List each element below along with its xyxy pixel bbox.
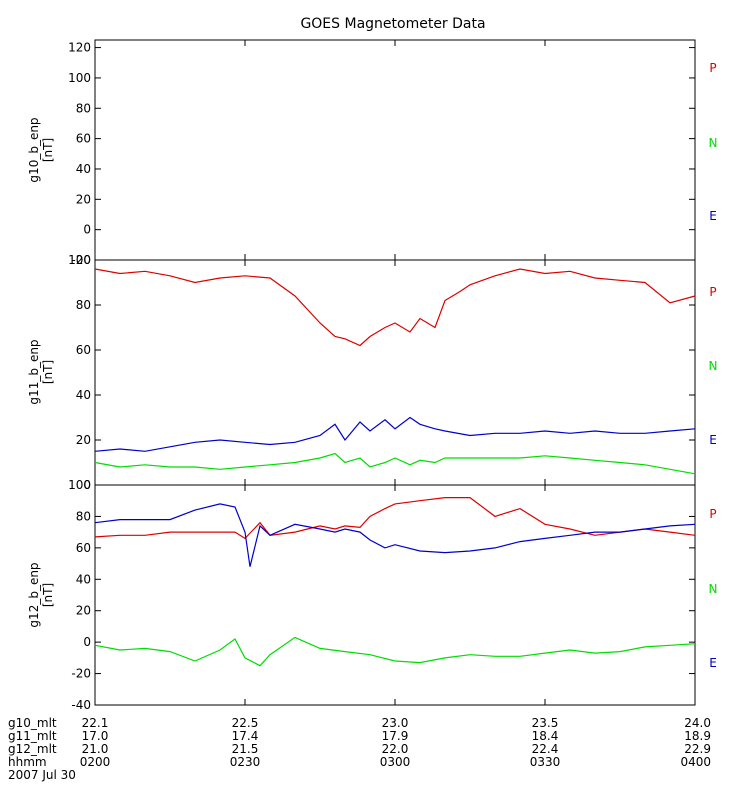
- panel-g10-frame: [94, 39, 696, 261]
- chart-title: GOES Magnetometer Data: [300, 16, 485, 32]
- panel-1-ytick-label-5: 100: [68, 253, 91, 267]
- panel-1-ytick-label-2: 40: [76, 388, 91, 402]
- xtick-g11_mlt-1: 17.4: [232, 729, 259, 743]
- xtick-hhmm-3: 0330: [530, 755, 561, 769]
- panel-0-ytick-label-5: 80: [76, 101, 91, 115]
- date-label: 2007 Jul 30: [8, 768, 76, 782]
- panel-2-ytick-label-2: 0: [83, 635, 91, 649]
- panel-1-legend-n: N: [709, 359, 718, 373]
- panel-g10-ylabel: g10_b_enp: [27, 117, 41, 182]
- panel-g12-ylabel: g12_b_enp: [27, 562, 41, 627]
- panel-2-legend-n: N: [709, 582, 718, 596]
- panel-2-ytick-label-7: 100: [68, 478, 91, 492]
- panel-2-series-p: [94, 497, 696, 540]
- panel-g11-frame: [94, 259, 696, 486]
- panel-1-legend-p: P: [709, 285, 716, 299]
- xtick-g10_mlt-2: 23.0: [382, 716, 409, 730]
- panel-g10: g10_b_enp [nT] -20 0 20 40 60 80 100 120 P N E: [27, 39, 718, 267]
- panel-1-series-e: [94, 416, 696, 452]
- x-axis-labels: g10_mlt g11_mlt g12_mlt hhmm 2007 Jul 30…: [8, 716, 711, 782]
- xtick-g11_mlt-0: 17.0: [82, 729, 109, 743]
- xtick-g11_mlt-3: 18.4: [532, 729, 559, 743]
- panel-2-legend-e: E: [709, 656, 717, 670]
- panel-g10-yunit: [nT]: [41, 138, 55, 162]
- xtick-g11_mlt-4: 18.9: [684, 729, 711, 743]
- panel-g10-legend: P N E: [709, 61, 718, 223]
- panel-g11-yticks: 0 20 40 60 80 100: [68, 253, 695, 492]
- panel-g11-yunit: [nT]: [41, 360, 55, 384]
- panel-1-ytick-label-1: 20: [76, 433, 91, 447]
- panel-2-ytick-label-0: -40: [71, 698, 91, 712]
- panel-0-legend-e: E: [709, 209, 717, 223]
- panel-0-ytick-label-6: 100: [68, 71, 91, 85]
- row-label-g10-mlt: g10_mlt: [8, 716, 57, 730]
- panel-g12: g12_b_enp [nT] -40 -20 0 20 40 60 80 100 P N E: [27, 478, 717, 712]
- xtick-g12_mlt-4: 22.9: [684, 742, 711, 756]
- row-label-g12-mlt: g12_mlt: [8, 742, 57, 756]
- panel-g11-series: [94, 268, 696, 475]
- panel-1-ytick-label-3: 60: [76, 343, 91, 357]
- panel-1-ytick-label-4: 80: [76, 298, 91, 312]
- xtick-hhmm-2: 0300: [380, 755, 411, 769]
- panel-g12-series: [94, 497, 696, 667]
- panel-0-ytick-label-3: 40: [76, 162, 91, 176]
- panel-2-ytick-label-4: 40: [76, 572, 91, 586]
- xtick-hhmm-1: 0230: [230, 755, 261, 769]
- xtick-g10_mlt-0: 22.1: [82, 716, 109, 730]
- panel-1-series-n: [94, 452, 696, 475]
- xtick-g10_mlt-3: 23.5: [532, 716, 559, 730]
- row-label-hhmm: hhmm: [8, 755, 47, 769]
- panel-g11: g11_b_enp [nT] 0 20 40 60 80 100 P N E: [27, 253, 717, 492]
- panel-g11-ylabel: g11_b_enp: [27, 339, 41, 404]
- xtick-g12_mlt-2: 22.0: [382, 742, 409, 756]
- xtick-g10_mlt-4: 24.0: [684, 716, 711, 730]
- panel-0-legend-p: P: [709, 61, 716, 75]
- panel-g12-legend: P N E: [709, 507, 718, 670]
- panel-0-ytick-label-1: 0: [83, 223, 91, 237]
- panel-0-legend-n: N: [709, 136, 718, 150]
- panel-0-ytick-label-0: -20: [71, 253, 91, 267]
- row-label-g11-mlt: g11_mlt: [8, 729, 57, 743]
- panel-2-ytick-label-1: -20: [71, 667, 91, 681]
- xtick-hhmm-4: 0400: [680, 755, 711, 769]
- panel-g11-legend: P N E: [709, 285, 718, 447]
- panel-1-series-p: [94, 268, 696, 347]
- xtick-g10_mlt-1: 22.5: [232, 716, 259, 730]
- panel-2-series-n: [94, 636, 696, 667]
- panel-g12-xticks: [94, 485, 696, 705]
- panel-1-legend-e: E: [709, 433, 717, 447]
- panel-g10-xticks: [94, 40, 696, 260]
- panel-2-ytick-label-6: 80: [76, 509, 91, 523]
- panel-0-ytick-label-7: 120: [68, 41, 91, 55]
- panel-g10-yticks: -20 0 20 40 60 80 100 120: [68, 41, 695, 267]
- panel-g12-yunit: [nT]: [41, 583, 55, 607]
- xtick-g11_mlt-2: 17.9: [382, 729, 409, 743]
- panel-1-ytick-label-0: 0: [83, 478, 91, 492]
- panel-g12-frame: [94, 484, 696, 706]
- xtick-g12_mlt-1: 21.5: [232, 742, 259, 756]
- xtick-hhmm-0: 0200: [80, 755, 111, 769]
- xtick-g12_mlt-0: 21.0: [82, 742, 109, 756]
- panel-0-ytick-label-2: 20: [76, 192, 91, 206]
- panel-2-series-e: [94, 503, 696, 567]
- panel-2-ytick-label-3: 20: [76, 604, 91, 618]
- panel-g11-xticks: [94, 260, 696, 485]
- panel-2-ytick-label-5: 60: [76, 541, 91, 555]
- panel-2-legend-p: P: [709, 507, 716, 521]
- panel-0-ytick-label-4: 60: [76, 132, 91, 146]
- panel-g12-yticks: -40 -20 0 20 40 60 80 100: [68, 478, 695, 712]
- xtick-g12_mlt-3: 22.4: [532, 742, 559, 756]
